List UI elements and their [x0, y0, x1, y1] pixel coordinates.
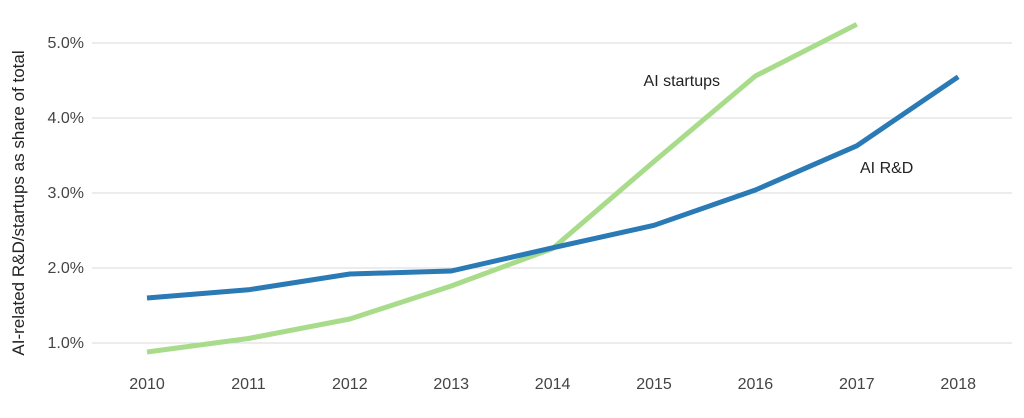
x-tick-label: 2013 — [433, 376, 469, 393]
series-label: AI R&D — [860, 160, 913, 177]
y-tick-label: 4.0% — [48, 110, 84, 127]
y-axis-ticks: 1.0% 2.0% 3.0% 4.0% 5.0% — [48, 35, 84, 352]
series-labels: AI R&D AI startups — [644, 73, 914, 177]
series-lines — [146, 22, 960, 355]
x-tick-label: 2010 — [129, 376, 165, 393]
grid-lines — [92, 42, 1012, 344]
series-label: AI startups — [644, 73, 720, 90]
x-axis-ticks: 2010 2011 2012 2013 2014 2015 2016 2017 2018 — [129, 376, 976, 393]
y-tick-label: 1.0% — [48, 335, 84, 352]
x-tick-label: 2016 — [738, 376, 774, 393]
x-tick-label: 2018 — [940, 376, 976, 393]
x-tick-label: 2011 — [231, 376, 266, 393]
y-tick-label: 3.0% — [48, 185, 84, 202]
x-tick-label: 2012 — [332, 376, 368, 393]
y-tick-label: 5.0% — [48, 35, 84, 52]
y-tick-label: 2.0% — [48, 260, 84, 277]
x-tick-label: 2015 — [636, 376, 672, 393]
x-tick-label: 2017 — [839, 376, 875, 393]
series-line-ai-r-d — [146, 74, 960, 301]
y-axis-label: AI-related R&D/startups as share of tota… — [9, 50, 28, 355]
x-tick-label: 2014 — [535, 376, 571, 393]
series-line-ai-startups — [146, 22, 858, 355]
